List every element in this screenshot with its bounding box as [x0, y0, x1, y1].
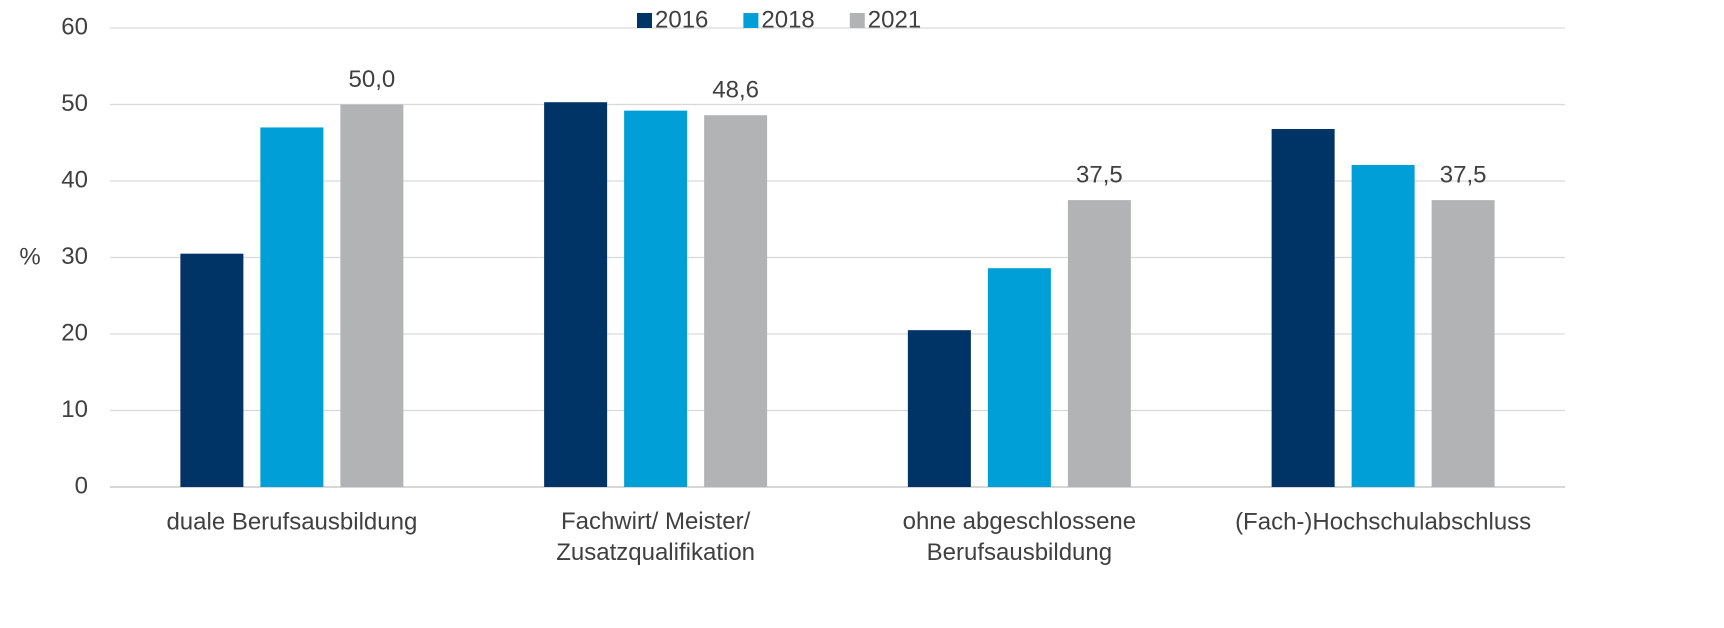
- value-label: 50,0: [349, 66, 396, 93]
- value-label: 48,6: [712, 77, 759, 104]
- value-label: 37,5: [1076, 161, 1123, 188]
- legend-label: 2021: [868, 6, 921, 33]
- bar: [544, 102, 608, 487]
- x-tick-label: Fachwirt/ Meister/Zusatzqualifikation: [556, 508, 755, 566]
- x-tick-label: ohne abgeschlossene Berufsausbildung: [903, 508, 1137, 566]
- legend-label: 2018: [761, 6, 814, 33]
- y-axis-label: %: [19, 243, 40, 270]
- legend-swatch: [743, 13, 759, 28]
- legend-swatch: [849, 13, 865, 28]
- y-tick-label: 0: [75, 472, 88, 499]
- bar: [624, 110, 688, 488]
- y-tick-label: 60: [61, 13, 88, 40]
- legend-label: 2016: [655, 6, 708, 33]
- legend-swatch: [637, 13, 652, 28]
- x-tick-label: (Fach-)Hochschulabschluss: [1235, 508, 1531, 535]
- bar: [260, 127, 324, 487]
- bar: [987, 268, 1051, 487]
- y-tick-label: 20: [61, 319, 88, 346]
- x-tick-label: duale Berufsausbildung: [166, 508, 417, 535]
- bar: [704, 115, 768, 488]
- bar: [1351, 164, 1415, 487]
- bar: [907, 330, 971, 487]
- bar: [180, 253, 244, 487]
- bar: [340, 104, 404, 487]
- y-tick-label: 30: [61, 243, 88, 270]
- bar: [1431, 200, 1495, 487]
- y-tick-label: 40: [61, 166, 88, 193]
- y-tick-label: 50: [61, 90, 88, 117]
- y-tick-label: 10: [61, 396, 88, 423]
- bar: [1271, 128, 1335, 488]
- value-label: 37,5: [1440, 161, 1487, 188]
- bar: [1067, 200, 1131, 487]
